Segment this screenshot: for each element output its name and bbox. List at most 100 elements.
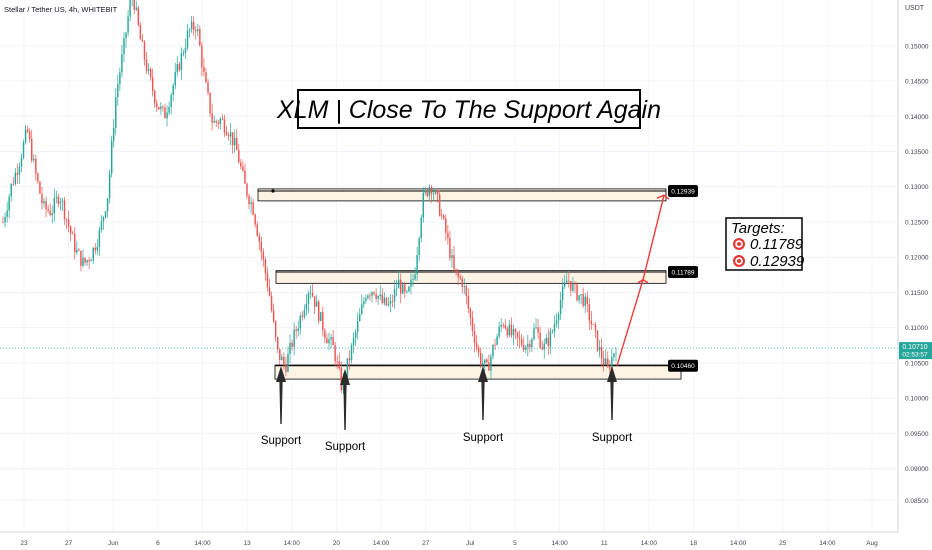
candle-body — [438, 194, 441, 216]
candle-body — [363, 301, 365, 305]
level-label: 0.10460 — [671, 363, 695, 370]
candle-body — [615, 352, 617, 354]
candle-body — [330, 337, 332, 340]
candle-body — [361, 304, 363, 315]
candle-body — [250, 202, 252, 205]
candle-body — [262, 251, 265, 260]
x-tick-label: 14:00 — [819, 540, 836, 547]
candle-body — [590, 320, 593, 325]
candle-body — [367, 295, 369, 299]
candle-body — [211, 113, 213, 123]
candle-body — [55, 196, 58, 198]
candle-body — [184, 47, 187, 53]
y-tick-label: 0.09500 — [905, 431, 929, 438]
candle-body — [551, 331, 554, 333]
symbol-header: Stellar / Tether US, 4h, WHITEBIT — [4, 5, 118, 14]
candle-body — [428, 187, 431, 196]
candle-body — [463, 286, 465, 287]
candle-body — [324, 330, 326, 339]
candle-body — [605, 358, 607, 365]
candle-body — [135, 7, 137, 10]
candle-body — [84, 257, 86, 263]
candle-body — [322, 312, 324, 331]
candle-body — [315, 301, 318, 307]
candle-body — [26, 129, 29, 132]
grid — [0, 45, 898, 501]
x-tick-label: 14:00 — [373, 540, 390, 547]
y-tick-label: 0.10000 — [905, 396, 929, 403]
candle-body — [199, 29, 201, 46]
candle-body — [33, 158, 35, 161]
candle-body — [113, 128, 115, 141]
y-tick-label: 0.15000 — [905, 43, 929, 50]
candle-body — [35, 158, 37, 174]
candle-body — [223, 119, 226, 133]
projection-arrows — [616, 194, 670, 366]
level-label: 0.12939 — [671, 188, 695, 195]
candle-body — [441, 215, 443, 217]
candle-body — [598, 347, 601, 351]
candle-body — [303, 309, 306, 317]
target-icon — [733, 238, 745, 250]
candle-body — [506, 328, 509, 336]
candle-body — [381, 294, 383, 304]
candle-body — [12, 183, 14, 185]
level-label-bg — [668, 266, 698, 279]
candle-body — [512, 329, 515, 336]
candle-body — [143, 41, 146, 60]
candle-body — [119, 72, 121, 85]
level-zone — [257, 188, 667, 202]
candle-body — [545, 337, 547, 344]
x-tick-label: 27 — [65, 540, 73, 547]
candle-body — [176, 64, 178, 73]
candle-body — [258, 235, 260, 242]
candle-body — [47, 209, 49, 211]
y-tick-label: 0.12000 — [905, 255, 929, 262]
candle-body — [537, 327, 539, 333]
candle-body — [197, 29, 199, 32]
candle-body — [424, 190, 427, 193]
candle-body — [453, 255, 455, 269]
candle-body — [500, 324, 502, 327]
candle-body — [459, 276, 461, 279]
candle-body — [602, 358, 605, 365]
candle-body — [59, 201, 62, 204]
candle-body — [4, 216, 6, 223]
x-tick-label: 20 — [333, 540, 341, 547]
candle-body — [248, 195, 250, 205]
candle-body — [217, 122, 219, 124]
candle-body — [385, 297, 388, 306]
x-tick-label: 14:00 — [194, 540, 211, 547]
candle-body — [203, 67, 205, 73]
support-arrow — [340, 369, 350, 430]
candle-body — [205, 72, 207, 83]
candle-body — [285, 363, 287, 372]
candle-body — [570, 281, 572, 291]
candle-body — [541, 347, 543, 350]
candle-body — [295, 329, 297, 331]
x-tick-label: Jun — [108, 540, 119, 547]
candle-body — [527, 343, 529, 347]
candle-body — [406, 291, 408, 292]
y-tick-label: 0.11000 — [905, 325, 928, 332]
candle-body — [252, 202, 254, 215]
candle-body — [490, 356, 492, 371]
candle-body — [225, 132, 228, 135]
support-label: Support — [261, 435, 302, 447]
candle-body — [283, 356, 285, 364]
candle-body — [80, 250, 82, 266]
candle-body — [523, 345, 525, 350]
candle-body — [6, 210, 8, 217]
x-tick-labels: 23 27 Jun 6 14:00 13 14:00 20 14:00 27 Jul 5 14:00 11… — [20, 540, 878, 547]
candle-body — [568, 280, 570, 282]
arrow-to-target-2 — [642, 195, 665, 280]
candle-body — [445, 218, 447, 233]
candle-body — [359, 314, 361, 322]
candle-body — [28, 131, 31, 139]
candle-body — [31, 138, 33, 161]
candle-body — [504, 325, 506, 329]
candle-body — [178, 64, 181, 71]
candle-body — [88, 259, 90, 262]
x-tick-label: 14:00 — [730, 540, 747, 547]
